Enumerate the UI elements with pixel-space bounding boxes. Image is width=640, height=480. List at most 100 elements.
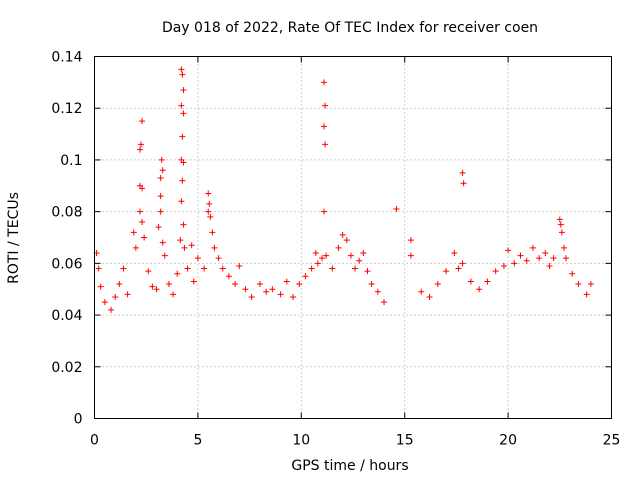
data-point bbox=[158, 156, 165, 163]
data-point bbox=[139, 218, 146, 225]
data-point bbox=[180, 221, 187, 228]
data-point bbox=[95, 265, 102, 272]
data-point bbox=[418, 288, 425, 295]
data-point bbox=[232, 281, 239, 288]
data-point bbox=[179, 177, 186, 184]
x-tick-label: 5 bbox=[193, 433, 202, 449]
data-point bbox=[263, 288, 270, 295]
data-point bbox=[426, 293, 433, 300]
data-point bbox=[500, 262, 507, 269]
data-point bbox=[141, 234, 148, 241]
x-tick-label: 15 bbox=[396, 433, 414, 449]
data-point bbox=[587, 281, 594, 288]
data-point bbox=[407, 252, 414, 259]
data-point bbox=[459, 260, 466, 267]
data-point bbox=[339, 231, 346, 238]
data-point bbox=[136, 208, 143, 215]
data-point bbox=[460, 180, 467, 187]
data-point bbox=[511, 260, 518, 267]
y-tick-label: 0.08 bbox=[51, 205, 82, 221]
data-point bbox=[159, 239, 166, 246]
data-point bbox=[159, 167, 166, 174]
data-point bbox=[209, 229, 216, 236]
data-point bbox=[170, 291, 177, 298]
data-point bbox=[557, 221, 564, 228]
data-point bbox=[215, 255, 222, 262]
data-point bbox=[165, 281, 172, 288]
data-point bbox=[459, 169, 466, 176]
data-points bbox=[93, 66, 594, 313]
data-point bbox=[322, 141, 329, 148]
y-axis-title: ROTI / TECUs bbox=[6, 192, 22, 284]
data-point bbox=[139, 185, 146, 192]
grid-lines bbox=[94, 56, 612, 419]
data-point bbox=[517, 252, 524, 259]
data-point bbox=[374, 288, 381, 295]
data-point bbox=[180, 110, 187, 117]
data-point bbox=[177, 237, 184, 244]
data-point bbox=[314, 260, 321, 267]
x-tick-label: 0 bbox=[90, 433, 99, 449]
data-point bbox=[174, 270, 181, 277]
y-tick-label: 0.06 bbox=[51, 256, 82, 272]
data-point bbox=[201, 265, 208, 272]
data-point bbox=[364, 268, 371, 275]
data-point bbox=[130, 229, 137, 236]
data-point bbox=[157, 175, 164, 182]
data-point bbox=[318, 255, 325, 262]
data-point bbox=[321, 79, 328, 86]
data-point bbox=[188, 242, 195, 249]
data-point bbox=[443, 268, 450, 275]
data-point bbox=[290, 293, 297, 300]
data-point bbox=[368, 281, 375, 288]
data-point bbox=[124, 291, 131, 298]
data-point bbox=[138, 141, 145, 148]
data-point bbox=[242, 286, 249, 293]
data-point bbox=[492, 268, 499, 275]
data-point bbox=[269, 286, 276, 293]
data-point bbox=[550, 255, 557, 262]
data-point bbox=[132, 244, 139, 251]
data-point bbox=[560, 244, 567, 251]
data-point bbox=[360, 250, 367, 257]
data-point bbox=[277, 291, 284, 298]
chart-title: Day 018 of 2022, Rate Of TEC Index for r… bbox=[162, 20, 538, 36]
data-point bbox=[455, 265, 462, 272]
data-point bbox=[329, 265, 336, 272]
data-point bbox=[546, 262, 553, 269]
x-axis-title: GPS time / hours bbox=[291, 458, 408, 474]
data-point bbox=[157, 193, 164, 200]
data-point bbox=[451, 250, 458, 257]
data-point bbox=[207, 213, 214, 220]
data-point bbox=[181, 244, 188, 251]
data-point bbox=[219, 265, 226, 272]
data-point bbox=[569, 270, 576, 277]
data-point bbox=[467, 278, 474, 285]
data-point bbox=[347, 252, 354, 259]
y-tick-label: 0.14 bbox=[51, 50, 82, 66]
data-point bbox=[352, 265, 359, 272]
data-point bbox=[434, 281, 441, 288]
data-point bbox=[178, 102, 185, 109]
data-point bbox=[179, 133, 186, 140]
data-point bbox=[563, 255, 570, 262]
data-point bbox=[157, 208, 164, 215]
y-tick-label: 0.04 bbox=[51, 308, 82, 324]
data-point bbox=[322, 102, 329, 109]
y-tick-label: 0.12 bbox=[51, 101, 82, 117]
data-point bbox=[180, 159, 187, 166]
data-point bbox=[112, 293, 119, 300]
data-point bbox=[136, 146, 143, 153]
axis-ticks: 0 5 10 15 20 25 0 0.02 0.04 0.06 0.08 0.1 0.12 0.14 bbox=[51, 50, 620, 449]
data-point bbox=[542, 250, 549, 257]
data-point bbox=[407, 237, 414, 244]
data-point bbox=[529, 244, 536, 251]
data-point bbox=[101, 299, 108, 306]
y-tick-label: 0 bbox=[74, 412, 83, 428]
y-tick-label: 0.02 bbox=[51, 360, 82, 376]
data-point bbox=[205, 190, 212, 197]
data-point bbox=[556, 216, 563, 223]
data-point bbox=[558, 229, 565, 236]
data-point bbox=[476, 286, 483, 293]
x-tick-label: 25 bbox=[603, 433, 621, 449]
